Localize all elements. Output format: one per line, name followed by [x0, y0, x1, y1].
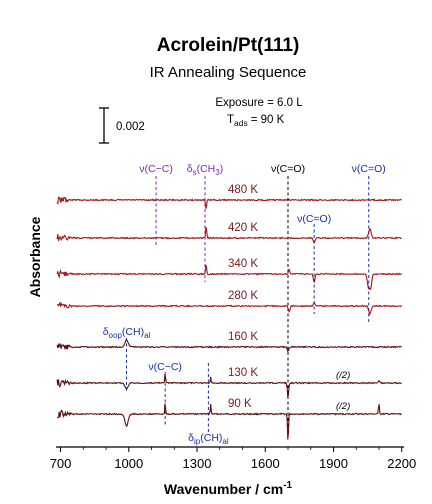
peak-annotation-label: ν(C=O): [271, 163, 305, 175]
temperature-label: 90 K: [228, 398, 252, 410]
spectra-traces: [56, 196, 402, 440]
spectrum-trace: [56, 403, 402, 440]
peak-annotation-label: ν(C−C): [139, 163, 173, 175]
peak-annotation-label: δs(CH3): [187, 163, 223, 177]
spectrum-trace: [56, 196, 402, 209]
x-tick-label: 1300: [183, 456, 212, 471]
x-axis-ticks: 700 1000 1300 1600 1900 2200: [50, 447, 416, 471]
x-tick-label: 1000: [114, 456, 143, 471]
temperature-label: 420 K: [228, 222, 258, 234]
spectrum-trace: [56, 373, 402, 398]
chart-title: Acrolein/Pt(111): [157, 35, 300, 56]
x-tick-label: 700: [50, 456, 72, 471]
x-tick-label: 1900: [319, 456, 348, 471]
temperature-label: 480 K: [228, 184, 258, 196]
spectrum-trace: [56, 227, 402, 244]
x-tick-label: 2200: [387, 456, 416, 471]
y-axis-label: Absorbance: [27, 216, 43, 297]
adsorption-temperature-text: Tads = 90 K: [227, 114, 285, 128]
peak-annotation-label: ν(C=O): [352, 163, 386, 175]
trace-labels: 480 K 420 K 340 K 280 K 160 K 130 K (/2) 90 K (/…: [228, 184, 350, 412]
spectrum-trace: [56, 301, 402, 316]
temperature-label: 280 K: [228, 290, 258, 302]
peak-annotation-label: ν(C=O): [297, 213, 331, 225]
scale-bar: [99, 107, 109, 144]
spectrum-trace: [56, 264, 402, 291]
temperature-label: 340 K: [228, 258, 258, 270]
exposure-text: Exposure = 6.0 L: [215, 97, 303, 109]
x-axis-label: Wavenumber / cm-1: [164, 480, 293, 497]
peak-annotation-label: δip(CH)al: [188, 432, 229, 446]
scale-bar-label: 0.002: [116, 121, 145, 133]
temperature-label: 160 K: [228, 331, 258, 343]
peak-annotation-label: ν(C−C): [148, 361, 182, 373]
annotation-guide-lines: [126, 176, 370, 432]
x-tick-label: 1600: [251, 456, 280, 471]
peak-annotation-label: δoop(CH)al: [103, 326, 151, 340]
scale-factor-label: (/2): [336, 370, 350, 381]
temperature-label: 130 K: [228, 367, 258, 379]
peak-annotations: ν(C−C) δs(CH3) ν(C=O) ν(C=O) ν(C=O) δoop(CH)a…: [103, 163, 386, 446]
spectrum-trace: [56, 339, 402, 353]
scale-factor-label: (/2): [336, 401, 350, 412]
chart-subtitle: IR Annealing Sequence: [150, 64, 307, 81]
